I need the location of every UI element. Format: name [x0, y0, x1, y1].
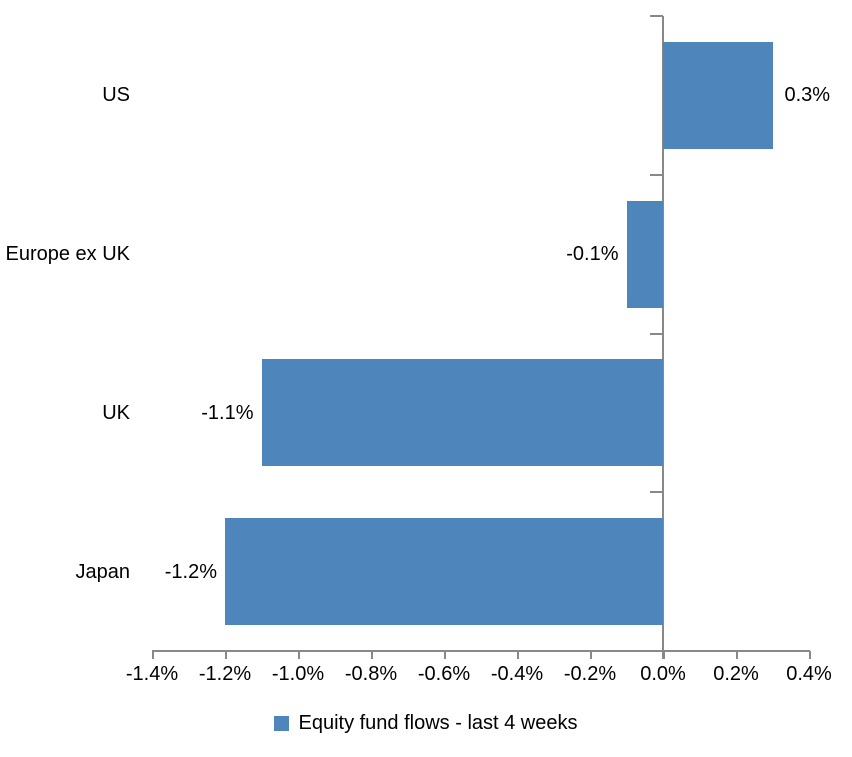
x-axis-tick [517, 651, 519, 659]
x-axis-tick-label: -0.4% [490, 663, 544, 685]
y-axis-tick [650, 15, 663, 17]
category-label: Japan [75, 560, 131, 583]
legend-marker-icon [274, 715, 290, 731]
x-axis-tick [152, 651, 154, 659]
x-axis-tick-label: -0.2% [563, 663, 617, 685]
x-axis-tick-label: 0.2% [713, 663, 759, 685]
value-label: -1.2% [164, 560, 217, 583]
x-axis-tick [371, 651, 373, 659]
legend-label: Equity fund flows - last 4 weeks [298, 712, 578, 734]
y-axis-line [662, 16, 664, 659]
x-axis-tick [590, 651, 592, 659]
x-axis-tick-label: 0.0% [640, 663, 686, 685]
y-axis-tick [650, 333, 663, 335]
bar [663, 41, 773, 149]
x-axis-tick [444, 651, 446, 659]
category-label: US [102, 84, 130, 107]
bar [261, 359, 663, 467]
y-axis-tick [650, 174, 663, 176]
x-axis-tick-label: -0.6% [417, 663, 471, 685]
value-label: 0.3% [784, 84, 831, 107]
x-axis-tick [663, 651, 665, 659]
bar [225, 518, 663, 626]
value-label: -0.1% [566, 243, 619, 266]
x-axis-tick [736, 651, 738, 659]
y-axis-tick [650, 650, 663, 652]
y-axis-tick [650, 491, 663, 493]
category-label: Europe ex UK [5, 243, 130, 266]
legend: Equity fund flows - last 4 weeks [0, 711, 852, 735]
x-axis-tick [298, 651, 300, 659]
x-axis-line [152, 650, 810, 652]
x-axis-tick-label: -1.4% [125, 663, 179, 685]
bar [626, 200, 663, 308]
x-axis-tick [225, 651, 227, 659]
x-axis-tick-label: -1.2% [198, 663, 252, 685]
category-label: UK [102, 401, 130, 424]
x-axis-tick-label: -0.8% [344, 663, 398, 685]
x-axis-tick-label: -1.0% [271, 663, 325, 685]
x-axis-tick-label: 0.4% [786, 663, 832, 685]
value-label: -1.1% [201, 401, 254, 424]
x-axis-tick [809, 651, 811, 659]
